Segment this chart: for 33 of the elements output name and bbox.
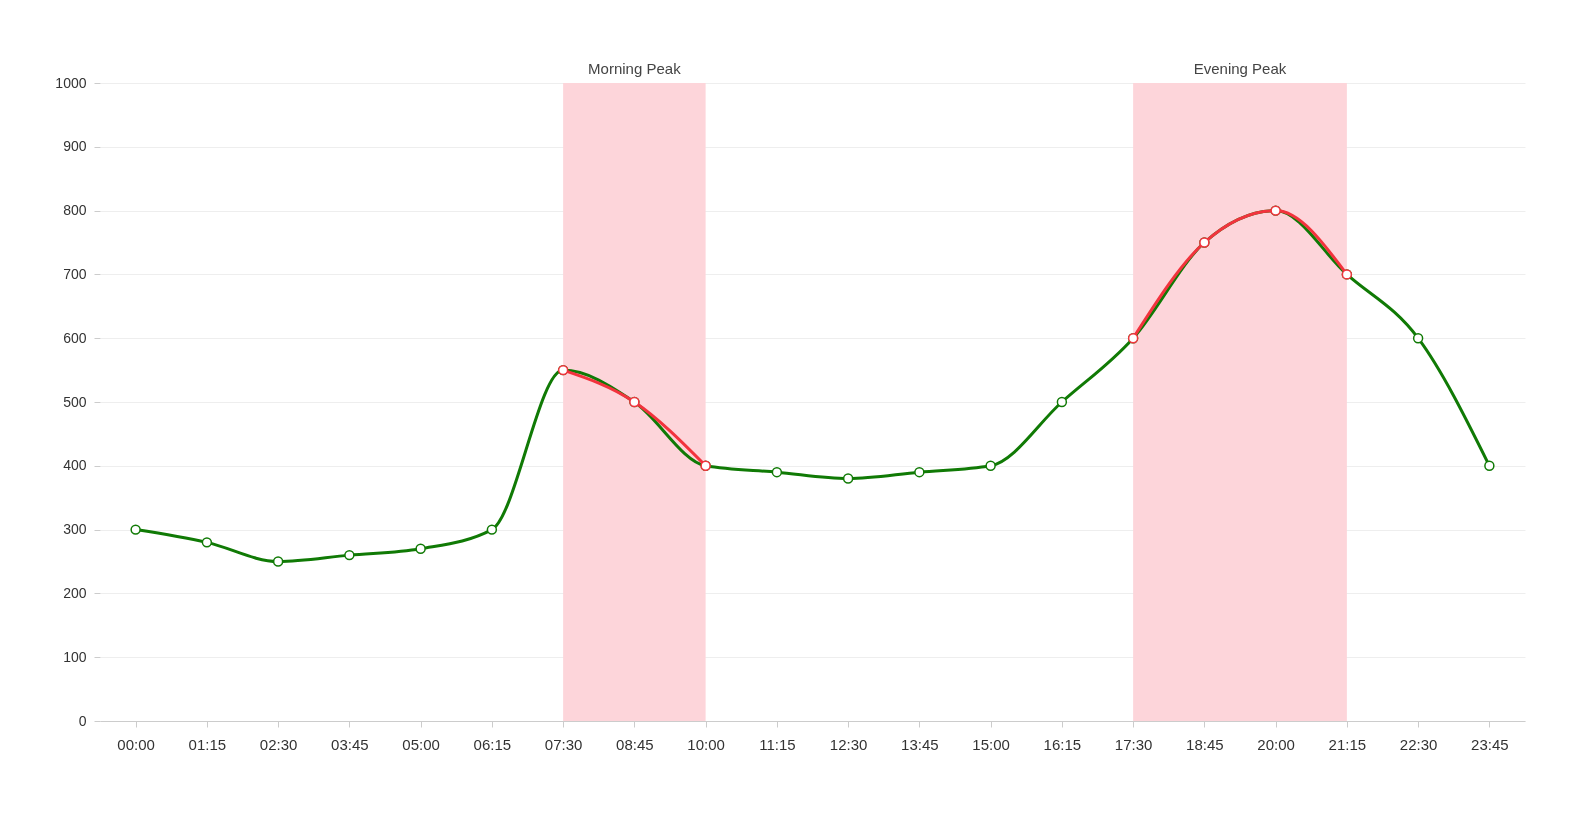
x-tick-label: 16:15 (1043, 735, 1082, 753)
band-label: Morning Peak (588, 60, 682, 77)
y-tick-label: 500 (63, 393, 87, 410)
x-tick-label: 17:30 (1114, 735, 1153, 753)
y-tick-label: 200 (63, 584, 87, 601)
x-tick-label: 15:00 (972, 735, 1010, 753)
y-tick-label: 0 (78, 712, 87, 729)
band-label: Evening Peak (1193, 60, 1287, 77)
x-tick-label: 20:00 (1257, 735, 1295, 753)
x-tick-label: 08:45 (616, 735, 654, 753)
y-tick-label: 400 (63, 457, 87, 474)
x-tick-label: 05:00 (402, 735, 440, 753)
x-tick-label: 03:45 (331, 735, 369, 753)
x-tick-label: 18:45 (1186, 735, 1224, 753)
x-tick-label: 23:45 (1471, 735, 1509, 753)
y-tick-label: 1000 (55, 74, 87, 91)
y-tick-label: 900 (63, 138, 87, 155)
y-tick-label: 800 (63, 202, 87, 219)
y-tick-label: 100 (63, 648, 87, 665)
x-tick-label: 13:45 (901, 735, 939, 753)
x-tick-label: 12:30 (829, 735, 868, 753)
x-tick-label: 07:30 (544, 735, 583, 753)
y-tick-label: 300 (63, 521, 87, 538)
y-tick-label: 600 (63, 329, 87, 346)
x-tick-label: 06:15 (473, 735, 512, 753)
y-tick-label: 700 (63, 265, 87, 282)
x-tick-label: 01:15 (188, 735, 227, 753)
x-tick-label: 11:15 (759, 735, 796, 753)
x-tick-label: 02:30 (259, 735, 298, 753)
x-tick-label: 10:00 (687, 735, 725, 753)
x-tick-label: 00:00 (117, 735, 155, 753)
x-tick-label: 21:15 (1328, 735, 1367, 753)
x-tick-label: 22:30 (1399, 735, 1438, 753)
